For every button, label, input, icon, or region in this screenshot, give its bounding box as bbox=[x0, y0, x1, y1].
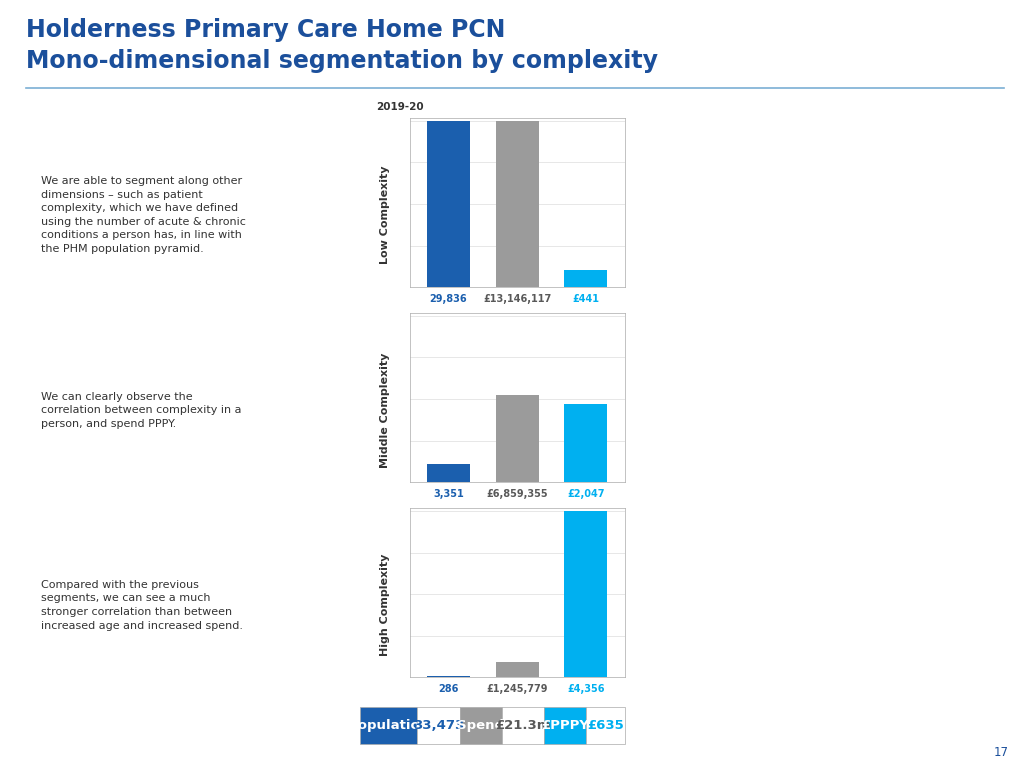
Text: £21.3m: £21.3m bbox=[496, 720, 551, 732]
Text: £4,356: £4,356 bbox=[567, 684, 605, 694]
Text: Middle Complexity: Middle Complexity bbox=[380, 353, 390, 468]
Text: 3,351: 3,351 bbox=[433, 488, 464, 498]
Text: £1,245,779: £1,245,779 bbox=[486, 684, 548, 694]
Bar bbox=[496, 661, 539, 677]
Text: We are able to segment along other
dimensions – such as patient
complexity, whic: We are able to segment along other dimen… bbox=[41, 176, 246, 254]
Bar bbox=[502, 707, 544, 744]
Text: Spend: Spend bbox=[457, 720, 504, 732]
Bar bbox=[427, 676, 470, 677]
Text: Low Complexity: Low Complexity bbox=[380, 166, 390, 264]
Text: £2,047: £2,047 bbox=[567, 488, 605, 498]
Bar bbox=[427, 121, 470, 287]
Text: 17: 17 bbox=[993, 746, 1009, 759]
Text: £PPPY: £PPPY bbox=[542, 720, 589, 732]
Text: 29,836: 29,836 bbox=[429, 293, 467, 303]
Bar bbox=[587, 707, 625, 744]
Text: High Complexity: High Complexity bbox=[380, 554, 390, 657]
Text: We can clearly observe the
correlation between complexity in a
person, and spend: We can clearly observe the correlation b… bbox=[41, 392, 242, 429]
Text: 2019-20: 2019-20 bbox=[376, 101, 424, 112]
Bar bbox=[496, 396, 539, 482]
Text: Compared with the previous
segments, we can see a much
stronger correlation than: Compared with the previous segments, we … bbox=[41, 580, 244, 631]
Bar bbox=[360, 707, 417, 744]
Bar bbox=[564, 270, 607, 287]
Text: £441: £441 bbox=[572, 293, 599, 303]
Text: £635: £635 bbox=[587, 720, 624, 732]
Text: £13,146,117: £13,146,117 bbox=[483, 293, 551, 303]
Bar bbox=[544, 707, 587, 744]
Text: £6,859,355: £6,859,355 bbox=[486, 488, 548, 498]
Text: Holderness Primary Care Home PCN
Mono-dimensional segmentation by complexity: Holderness Primary Care Home PCN Mono-di… bbox=[26, 18, 657, 73]
Bar bbox=[460, 707, 502, 744]
Text: 286: 286 bbox=[438, 684, 459, 694]
Text: Population: Population bbox=[348, 720, 429, 732]
Bar bbox=[427, 464, 470, 482]
Text: 33,473: 33,473 bbox=[413, 720, 464, 732]
Bar bbox=[496, 121, 539, 287]
Bar bbox=[417, 707, 460, 744]
Bar bbox=[564, 511, 607, 677]
Bar bbox=[564, 404, 607, 482]
